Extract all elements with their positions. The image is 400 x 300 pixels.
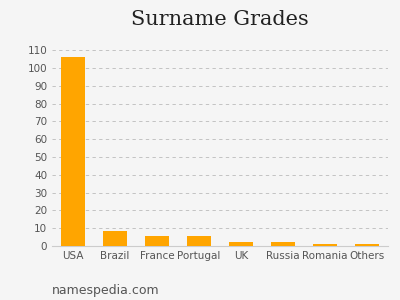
Bar — [230, 242, 252, 246]
Bar — [104, 231, 126, 246]
Text: namespedia.com: namespedia.com — [52, 284, 160, 297]
Bar — [146, 236, 168, 246]
Bar — [62, 57, 84, 246]
Bar — [272, 242, 294, 246]
Bar — [314, 244, 336, 246]
Bar — [356, 244, 378, 246]
Bar — [188, 236, 210, 246]
Title: Surname Grades: Surname Grades — [131, 10, 309, 29]
